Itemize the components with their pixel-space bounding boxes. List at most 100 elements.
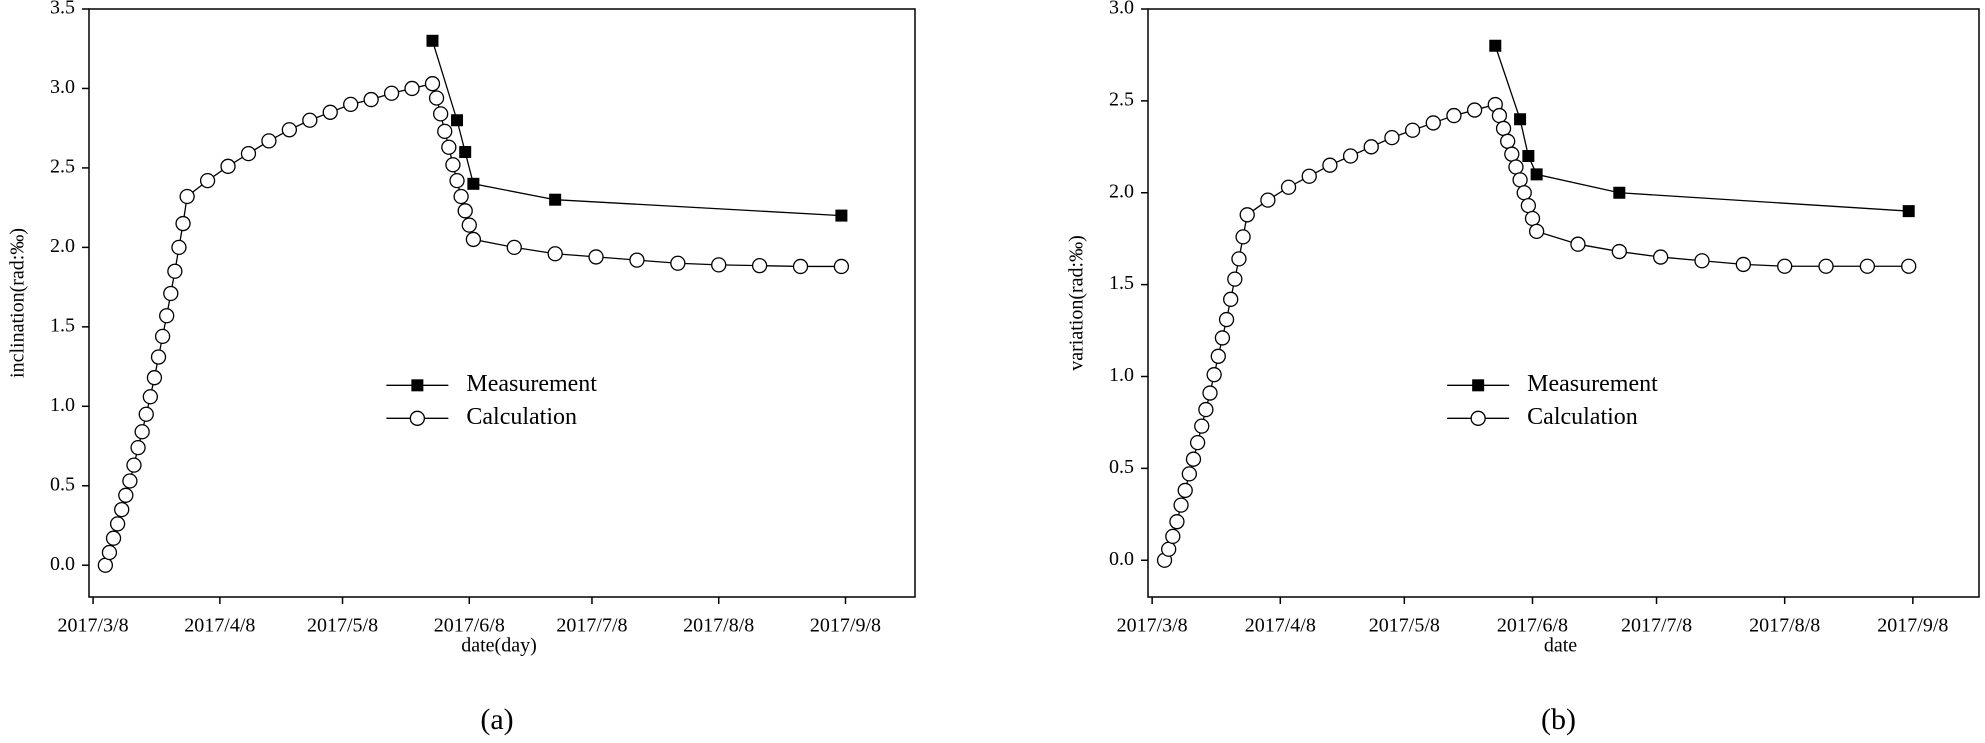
y-tick-label: 3.0 xyxy=(50,76,75,98)
marker xyxy=(175,215,191,232)
marker xyxy=(130,439,146,456)
marker xyxy=(1227,271,1243,287)
marker xyxy=(461,217,477,233)
series-line xyxy=(1494,45,1909,212)
marker xyxy=(629,252,645,268)
marker xyxy=(437,123,453,140)
marker xyxy=(1818,258,1834,274)
y-tick-label: 0.5 xyxy=(1109,456,1134,478)
y-tick-label: 0.0 xyxy=(50,553,75,575)
marker xyxy=(1260,192,1276,208)
legend-marker xyxy=(1472,379,1485,392)
caption: (a) xyxy=(480,703,513,736)
marker xyxy=(1613,186,1626,199)
marker xyxy=(1528,223,1545,239)
marker xyxy=(1466,102,1483,118)
legend-marker xyxy=(1470,410,1486,426)
marker xyxy=(453,188,469,205)
subplot: 0.0 0.5 1.0 1.5 2.0 2.5 3.0 2017/3/8 2017/4/8 201… xyxy=(1066,0,1980,736)
marker xyxy=(426,34,439,47)
marker xyxy=(134,424,150,440)
marker xyxy=(1239,207,1255,223)
marker xyxy=(1206,367,1222,383)
x-tick-label: 2017/8/8 xyxy=(1749,615,1820,637)
marker xyxy=(146,370,163,386)
marker xyxy=(1202,385,1218,401)
marker xyxy=(1214,330,1231,346)
marker xyxy=(1161,541,1177,557)
marker xyxy=(261,133,277,149)
marker xyxy=(1611,243,1627,260)
series-line xyxy=(104,82,842,566)
marker xyxy=(1342,148,1359,164)
marker xyxy=(457,203,473,219)
marker xyxy=(1404,122,1421,138)
marker xyxy=(1169,514,1185,530)
marker xyxy=(1322,157,1338,173)
marker xyxy=(1280,179,1297,195)
marker xyxy=(1235,229,1251,245)
x-tick-label: 2017/3/8 xyxy=(58,615,129,637)
marker xyxy=(1516,185,1532,201)
legend-marker xyxy=(411,379,424,392)
x-tick-label: 2017/8/8 xyxy=(683,615,754,637)
subplot: 0.0 0.5 1.0 1.5 2.0 2.5 3.0 3.5 2017/3/8 2017/4/8… xyxy=(7,0,916,736)
marker xyxy=(1495,120,1512,137)
legend-label: Measurement xyxy=(466,371,597,397)
marker xyxy=(114,501,130,518)
marker xyxy=(138,406,154,422)
marker xyxy=(163,285,179,302)
y-tick-label: 3.5 xyxy=(50,0,75,19)
marker xyxy=(240,145,257,162)
x-tick-label: 2017/6/8 xyxy=(434,615,505,637)
marker xyxy=(122,473,138,489)
marker xyxy=(1384,129,1400,146)
marker xyxy=(441,139,457,155)
marker xyxy=(1902,205,1915,218)
y-tick-label: 2.5 xyxy=(50,156,75,178)
marker xyxy=(1185,451,1202,467)
marker xyxy=(506,239,522,256)
marker xyxy=(126,457,142,473)
y-tick-label: 1.5 xyxy=(50,314,75,336)
marker xyxy=(343,96,359,113)
marker xyxy=(199,172,216,189)
marker xyxy=(142,389,158,405)
caption: (b) xyxy=(1541,703,1576,736)
marker xyxy=(751,258,768,274)
marker xyxy=(97,557,114,573)
marker xyxy=(1189,434,1206,451)
marker xyxy=(1194,418,1210,434)
legend-label: Measurement xyxy=(1527,371,1658,397)
marker xyxy=(1177,482,1193,499)
marker xyxy=(835,209,848,222)
marker xyxy=(179,188,195,205)
marker xyxy=(1198,401,1214,418)
marker xyxy=(1210,348,1226,364)
marker xyxy=(154,328,171,345)
x-tick-label: 2017/4/8 xyxy=(1245,615,1316,637)
legend-marker xyxy=(409,410,426,426)
y-tick-label: 2.5 xyxy=(1109,88,1134,110)
plot-frame xyxy=(88,8,916,598)
marker xyxy=(383,85,400,101)
y-tick-label: 1.0 xyxy=(1109,364,1134,386)
marker xyxy=(428,90,445,106)
marker xyxy=(1777,258,1793,274)
marker xyxy=(1223,291,1239,307)
marker xyxy=(1301,168,1317,184)
marker xyxy=(1489,39,1502,52)
marker xyxy=(711,257,727,273)
legend-label: Calculation xyxy=(1527,404,1638,430)
marker xyxy=(101,544,118,561)
marker xyxy=(171,239,187,256)
marker xyxy=(1500,133,1516,149)
x-tick-label: 2017/7/8 xyxy=(1621,615,1692,637)
marker xyxy=(1446,107,1462,124)
y-axis-label: inclination(rad:‰) xyxy=(7,228,29,378)
marker xyxy=(465,231,482,248)
x-axis-label: date(day) xyxy=(461,635,537,657)
x-tick-label: 2017/3/8 xyxy=(1117,615,1188,637)
marker xyxy=(833,258,850,275)
